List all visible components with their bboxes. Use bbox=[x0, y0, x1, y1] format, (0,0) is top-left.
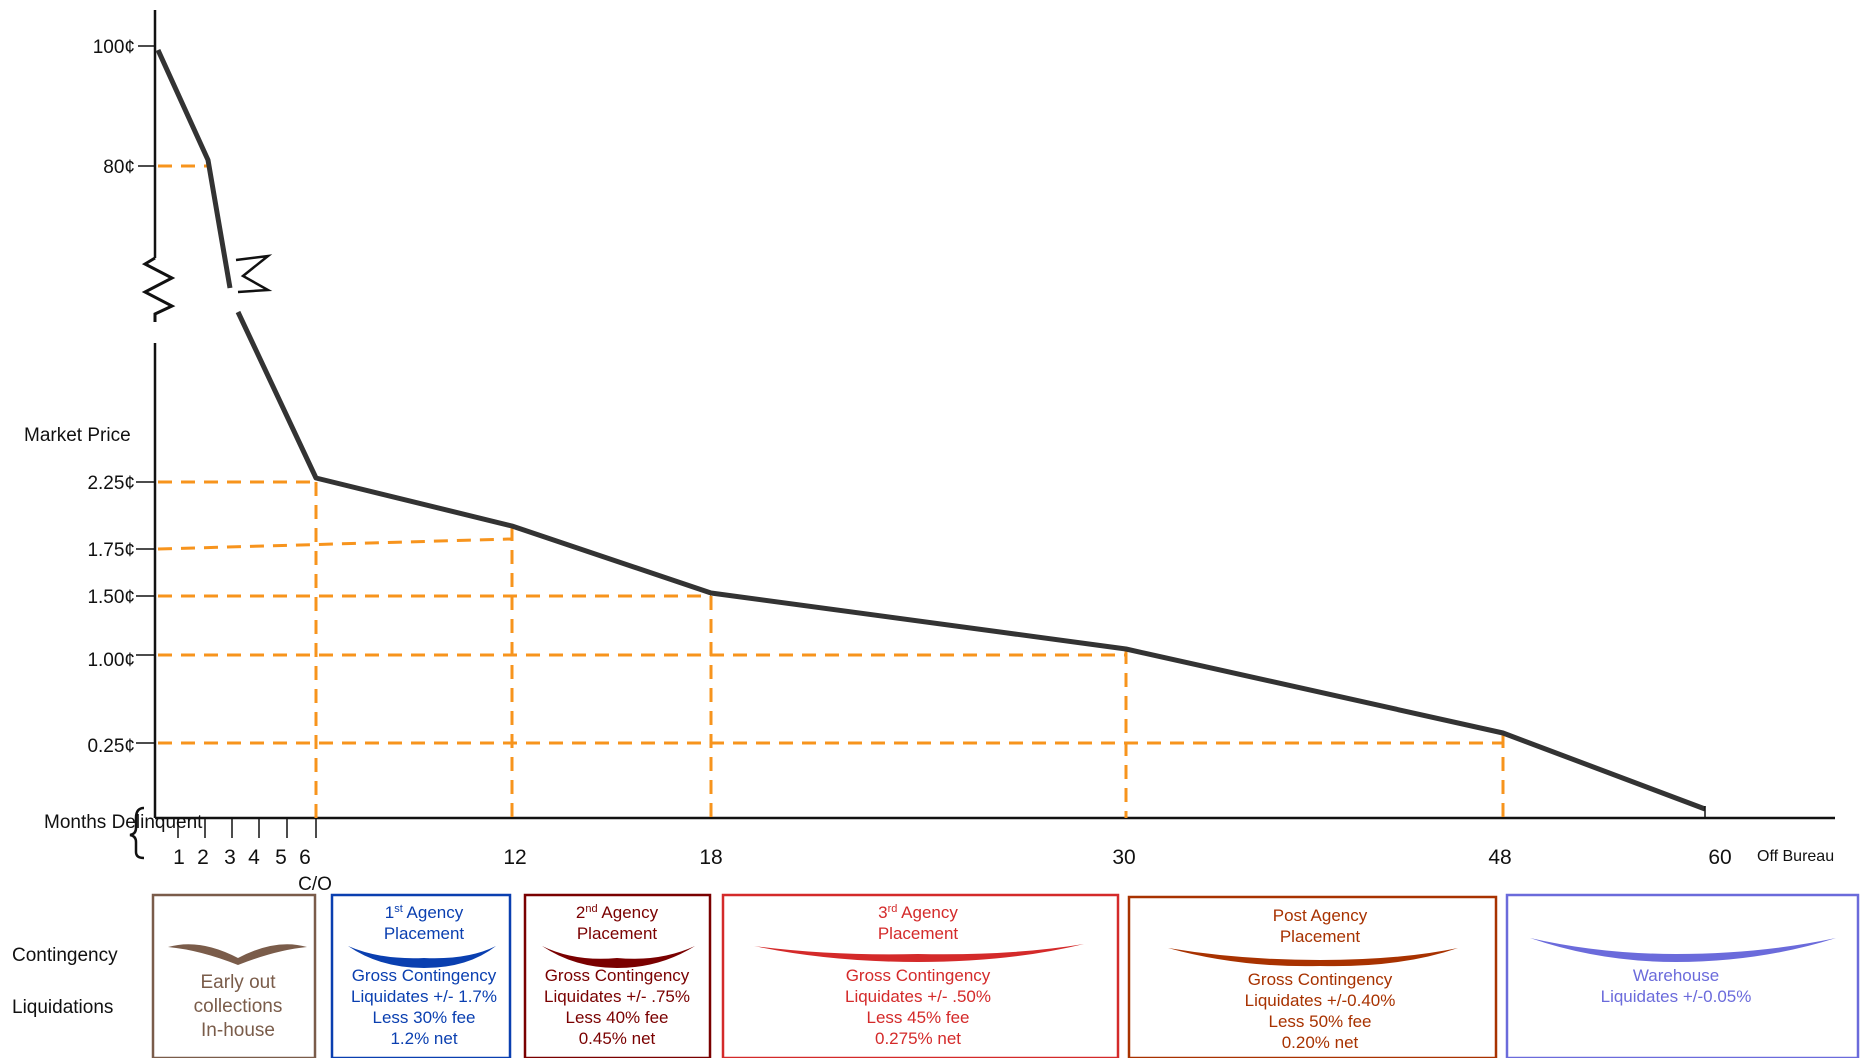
phase-post-agency: Post Agency Placement Gross Contingency … bbox=[1127, 895, 1498, 1058]
phase-box bbox=[1505, 893, 1860, 1058]
phase-subtitle: Placement bbox=[577, 924, 658, 943]
phase-subtitle: Placement bbox=[384, 924, 465, 943]
phase-title-rest: Agency bbox=[897, 903, 958, 922]
phase-line: Early out bbox=[201, 972, 277, 993]
phase-brace bbox=[542, 946, 695, 968]
phase-third-agency: 3rd Agency Placement Gross Contingency L… bbox=[721, 893, 1120, 1058]
y-tick-1-75: 1.75¢ bbox=[87, 540, 135, 561]
phase-title: Post Agency bbox=[1273, 906, 1368, 925]
phase-brace bbox=[348, 946, 496, 968]
phase-line: Liquidates +/- .75% bbox=[544, 987, 690, 1006]
phase-line: Less 40% fee bbox=[565, 1008, 668, 1027]
x-tick-5: 5 bbox=[275, 846, 287, 869]
x-tick-6: 6 bbox=[299, 846, 311, 869]
y-axis bbox=[141, 10, 176, 818]
phase-subtitle: Placement bbox=[1280, 927, 1361, 946]
phase-brace bbox=[1530, 938, 1836, 962]
phase-line: Gross Contingency bbox=[846, 966, 991, 985]
y-tick-80: 80¢ bbox=[103, 157, 135, 178]
y-tick-1-00: 1.00¢ bbox=[87, 650, 135, 671]
phase-second-agency: 2nd Agency Placement Gross Contingency L… bbox=[523, 893, 712, 1058]
y-axis-title: Market Price bbox=[24, 425, 131, 446]
phase-box bbox=[1127, 895, 1498, 1058]
phase-title-num: 3 bbox=[878, 903, 887, 922]
phase-title: 2nd Agency bbox=[576, 903, 659, 922]
x-tick-60: 60 bbox=[1708, 846, 1731, 869]
phase-line: Less 45% fee bbox=[866, 1008, 969, 1027]
x-tick-marks bbox=[177, 806, 1706, 838]
phase-line: Less 30% fee bbox=[372, 1008, 475, 1027]
y-tick-0-25: 0.25¢ bbox=[87, 736, 135, 757]
phase-line: Liquidates +/-0.40% bbox=[1245, 991, 1396, 1010]
phase-line: 1.2% net bbox=[390, 1029, 457, 1048]
y-tick-marks bbox=[136, 45, 155, 744]
phase-boxes: Early out collections In-house 1st Agenc… bbox=[151, 893, 1860, 1058]
phase-title-num: 2 bbox=[576, 903, 585, 922]
y-tick-100: 100¢ bbox=[93, 37, 135, 58]
chargeoff-label: C/O bbox=[298, 874, 332, 895]
guide-lines bbox=[157, 164, 1505, 818]
phase-line: Warehouse bbox=[1633, 966, 1719, 985]
phase-box bbox=[523, 893, 712, 1058]
guide-1-75 bbox=[157, 537, 512, 551]
phase-box bbox=[151, 893, 317, 1058]
phase-title: 3rd Agency bbox=[878, 903, 958, 922]
phase-title-rest: Agency bbox=[403, 903, 464, 922]
phase-box bbox=[330, 893, 512, 1058]
phase-line: Liquidates +/-0.05% bbox=[1601, 987, 1752, 1006]
phase-title: 1st Agency bbox=[385, 903, 464, 922]
phase-title-sup: rd bbox=[888, 903, 898, 915]
phase-early-out: Early out collections In-house bbox=[151, 893, 317, 1058]
x-tick-12: 12 bbox=[503, 846, 526, 869]
price-line-upper bbox=[155, 48, 233, 289]
phase-line: 0.20% net bbox=[1282, 1033, 1359, 1052]
phase-line: Less 50% fee bbox=[1268, 1012, 1371, 1031]
phase-line: collections bbox=[194, 996, 283, 1017]
phase-brace bbox=[1168, 948, 1458, 967]
x-tick-4: 4 bbox=[248, 846, 260, 869]
phase-line: Gross Contingency bbox=[1248, 970, 1393, 989]
row-label-contingency: Contingency bbox=[12, 945, 118, 966]
x-tick-48: 48 bbox=[1488, 846, 1511, 869]
off-bureau-label: Off Bureau bbox=[1757, 848, 1834, 865]
phase-line: Liquidates +/- 1.7% bbox=[351, 987, 497, 1006]
phase-line: Gross Contingency bbox=[352, 966, 497, 985]
price-line-lower bbox=[235, 310, 1706, 812]
phase-brace bbox=[168, 944, 307, 965]
phase-line: In-house bbox=[201, 1020, 275, 1041]
phase-subtitle: Placement bbox=[878, 924, 959, 943]
x-axis-brace bbox=[129, 806, 145, 860]
x-tick-30: 30 bbox=[1112, 846, 1135, 869]
phase-title-sup: st bbox=[394, 903, 403, 915]
x-tick-18: 18 bbox=[699, 846, 722, 869]
x-tick-1: 1 bbox=[173, 846, 185, 869]
y-tick-1-50: 1.50¢ bbox=[87, 587, 135, 608]
x-tick-3: 3 bbox=[224, 846, 236, 869]
phase-line: 0.275% net bbox=[875, 1029, 961, 1048]
phase-first-agency: 1st Agency Placement Gross Contingency L… bbox=[330, 893, 512, 1058]
phase-line: Liquidates +/- .50% bbox=[845, 987, 991, 1006]
phase-title-rest: Agency bbox=[598, 903, 659, 922]
phase-title-num: 1 bbox=[385, 903, 394, 922]
phase-title-sup: nd bbox=[585, 903, 597, 915]
line-break-mark bbox=[235, 254, 273, 294]
x-axis-title: Months Delinquent bbox=[44, 812, 203, 833]
phase-brace bbox=[754, 944, 1084, 962]
x-tick-2: 2 bbox=[197, 846, 209, 869]
phase-line: Gross Contingency bbox=[545, 966, 690, 985]
row-label-liquidations: Liquidations bbox=[12, 997, 113, 1018]
phase-box bbox=[721, 893, 1120, 1058]
phase-warehouse: Warehouse Liquidates +/-0.05% bbox=[1505, 893, 1860, 1058]
y-tick-2-25: 2.25¢ bbox=[87, 473, 135, 494]
phase-line: 0.45% net bbox=[579, 1029, 656, 1048]
